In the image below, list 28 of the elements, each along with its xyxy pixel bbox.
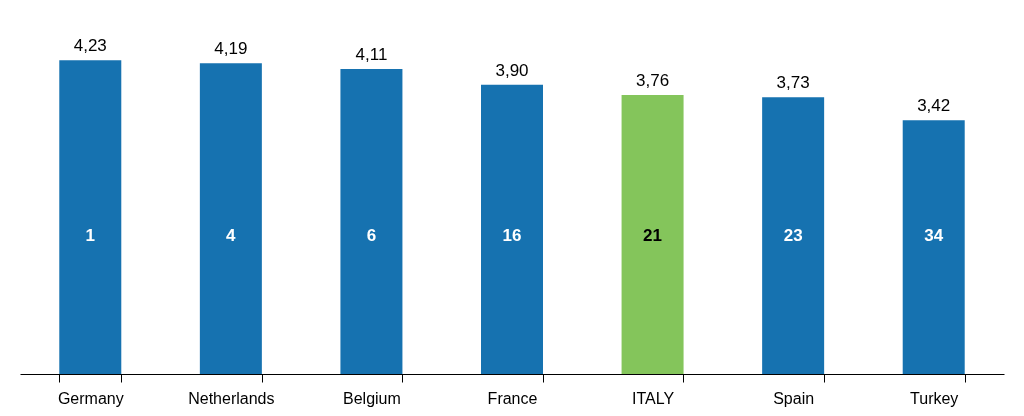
x-tick-label: Spain <box>773 389 815 407</box>
bar <box>481 84 543 374</box>
x-tick-label: Belgium <box>343 389 401 407</box>
x-tick-label: France <box>487 389 538 407</box>
annotation: 21 <box>643 225 663 245</box>
annotation: 34 <box>924 225 944 245</box>
data-label: 3,90 <box>495 60 529 80</box>
bar <box>902 120 965 374</box>
data-label: 3,76 <box>636 71 670 91</box>
x-tick-label: Germany <box>57 389 124 407</box>
x-tick-label: Turkey <box>910 389 959 407</box>
x-tick-label: ITALY <box>632 389 675 407</box>
data-label: 4,11 <box>355 45 388 65</box>
data-label: 3,73 <box>776 73 810 93</box>
data-label: 4,23 <box>73 36 107 56</box>
annotation: 23 <box>783 225 803 245</box>
bar <box>621 95 684 374</box>
bar <box>762 97 825 374</box>
annotation: 4 <box>226 225 237 245</box>
annotation: 6 <box>366 225 377 245</box>
data-label: 4,19 <box>214 39 248 59</box>
annotation: 16 <box>502 225 522 245</box>
x-tick-label: Netherlands <box>188 389 275 407</box>
bar <box>199 63 262 374</box>
bar <box>340 69 403 374</box>
annotation: 1 <box>85 225 96 245</box>
bar <box>59 60 122 374</box>
data-label: 3,42 <box>917 96 951 116</box>
